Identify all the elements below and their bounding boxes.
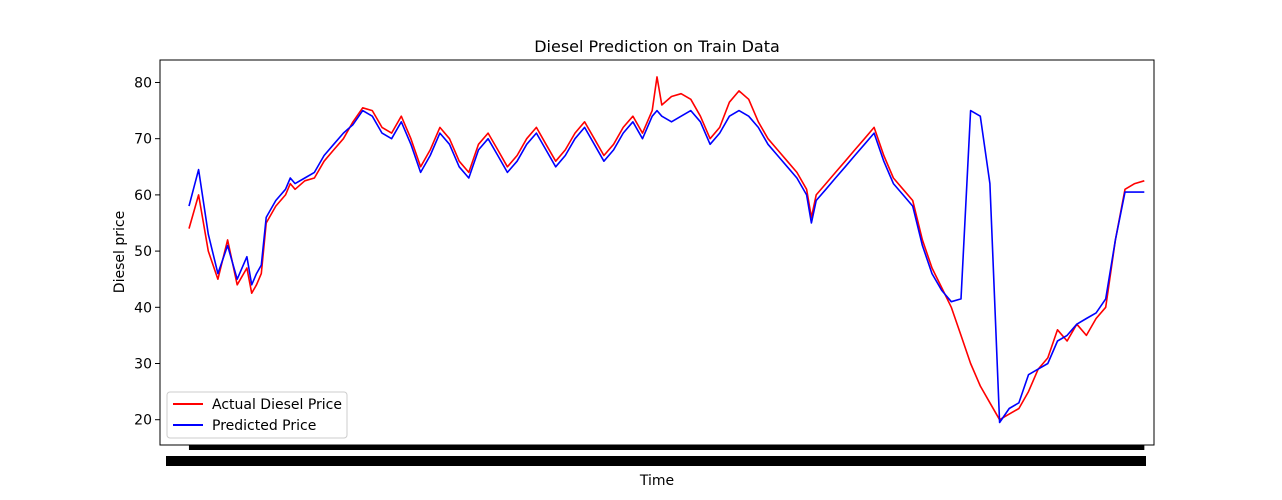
x-axis-label: Time xyxy=(639,473,674,489)
x-axis xyxy=(166,445,1146,466)
y-tick-label: 20 xyxy=(134,413,152,429)
y-axis: 20 30 40 50 60 70 80 xyxy=(134,75,160,429)
legend-label-predicted: Predicted Price xyxy=(212,418,316,434)
y-tick-label: 40 xyxy=(134,300,152,316)
legend-box xyxy=(166,391,348,439)
y-tick-label: 80 xyxy=(134,75,152,91)
plot-lines xyxy=(188,76,1145,424)
chart-title: Diesel Prediction on Train Data xyxy=(534,37,780,56)
series-line-predicted xyxy=(188,109,1145,424)
y-tick-label: 30 xyxy=(134,357,152,373)
x-tick-marks xyxy=(188,445,1145,450)
y-axis-label: Diesel price xyxy=(112,211,128,293)
y-tick-label: 70 xyxy=(134,132,152,148)
y-tick-label: 60 xyxy=(134,188,152,204)
series-line-actual xyxy=(188,76,1145,421)
y-tick-label: 50 xyxy=(134,244,152,260)
legend-label-actual: Actual Diesel Price xyxy=(212,397,342,413)
plot-frame xyxy=(159,59,1155,446)
legend: Actual Diesel Price Predicted Price xyxy=(166,391,348,439)
x-tick-labels-overlapped xyxy=(166,456,1146,466)
